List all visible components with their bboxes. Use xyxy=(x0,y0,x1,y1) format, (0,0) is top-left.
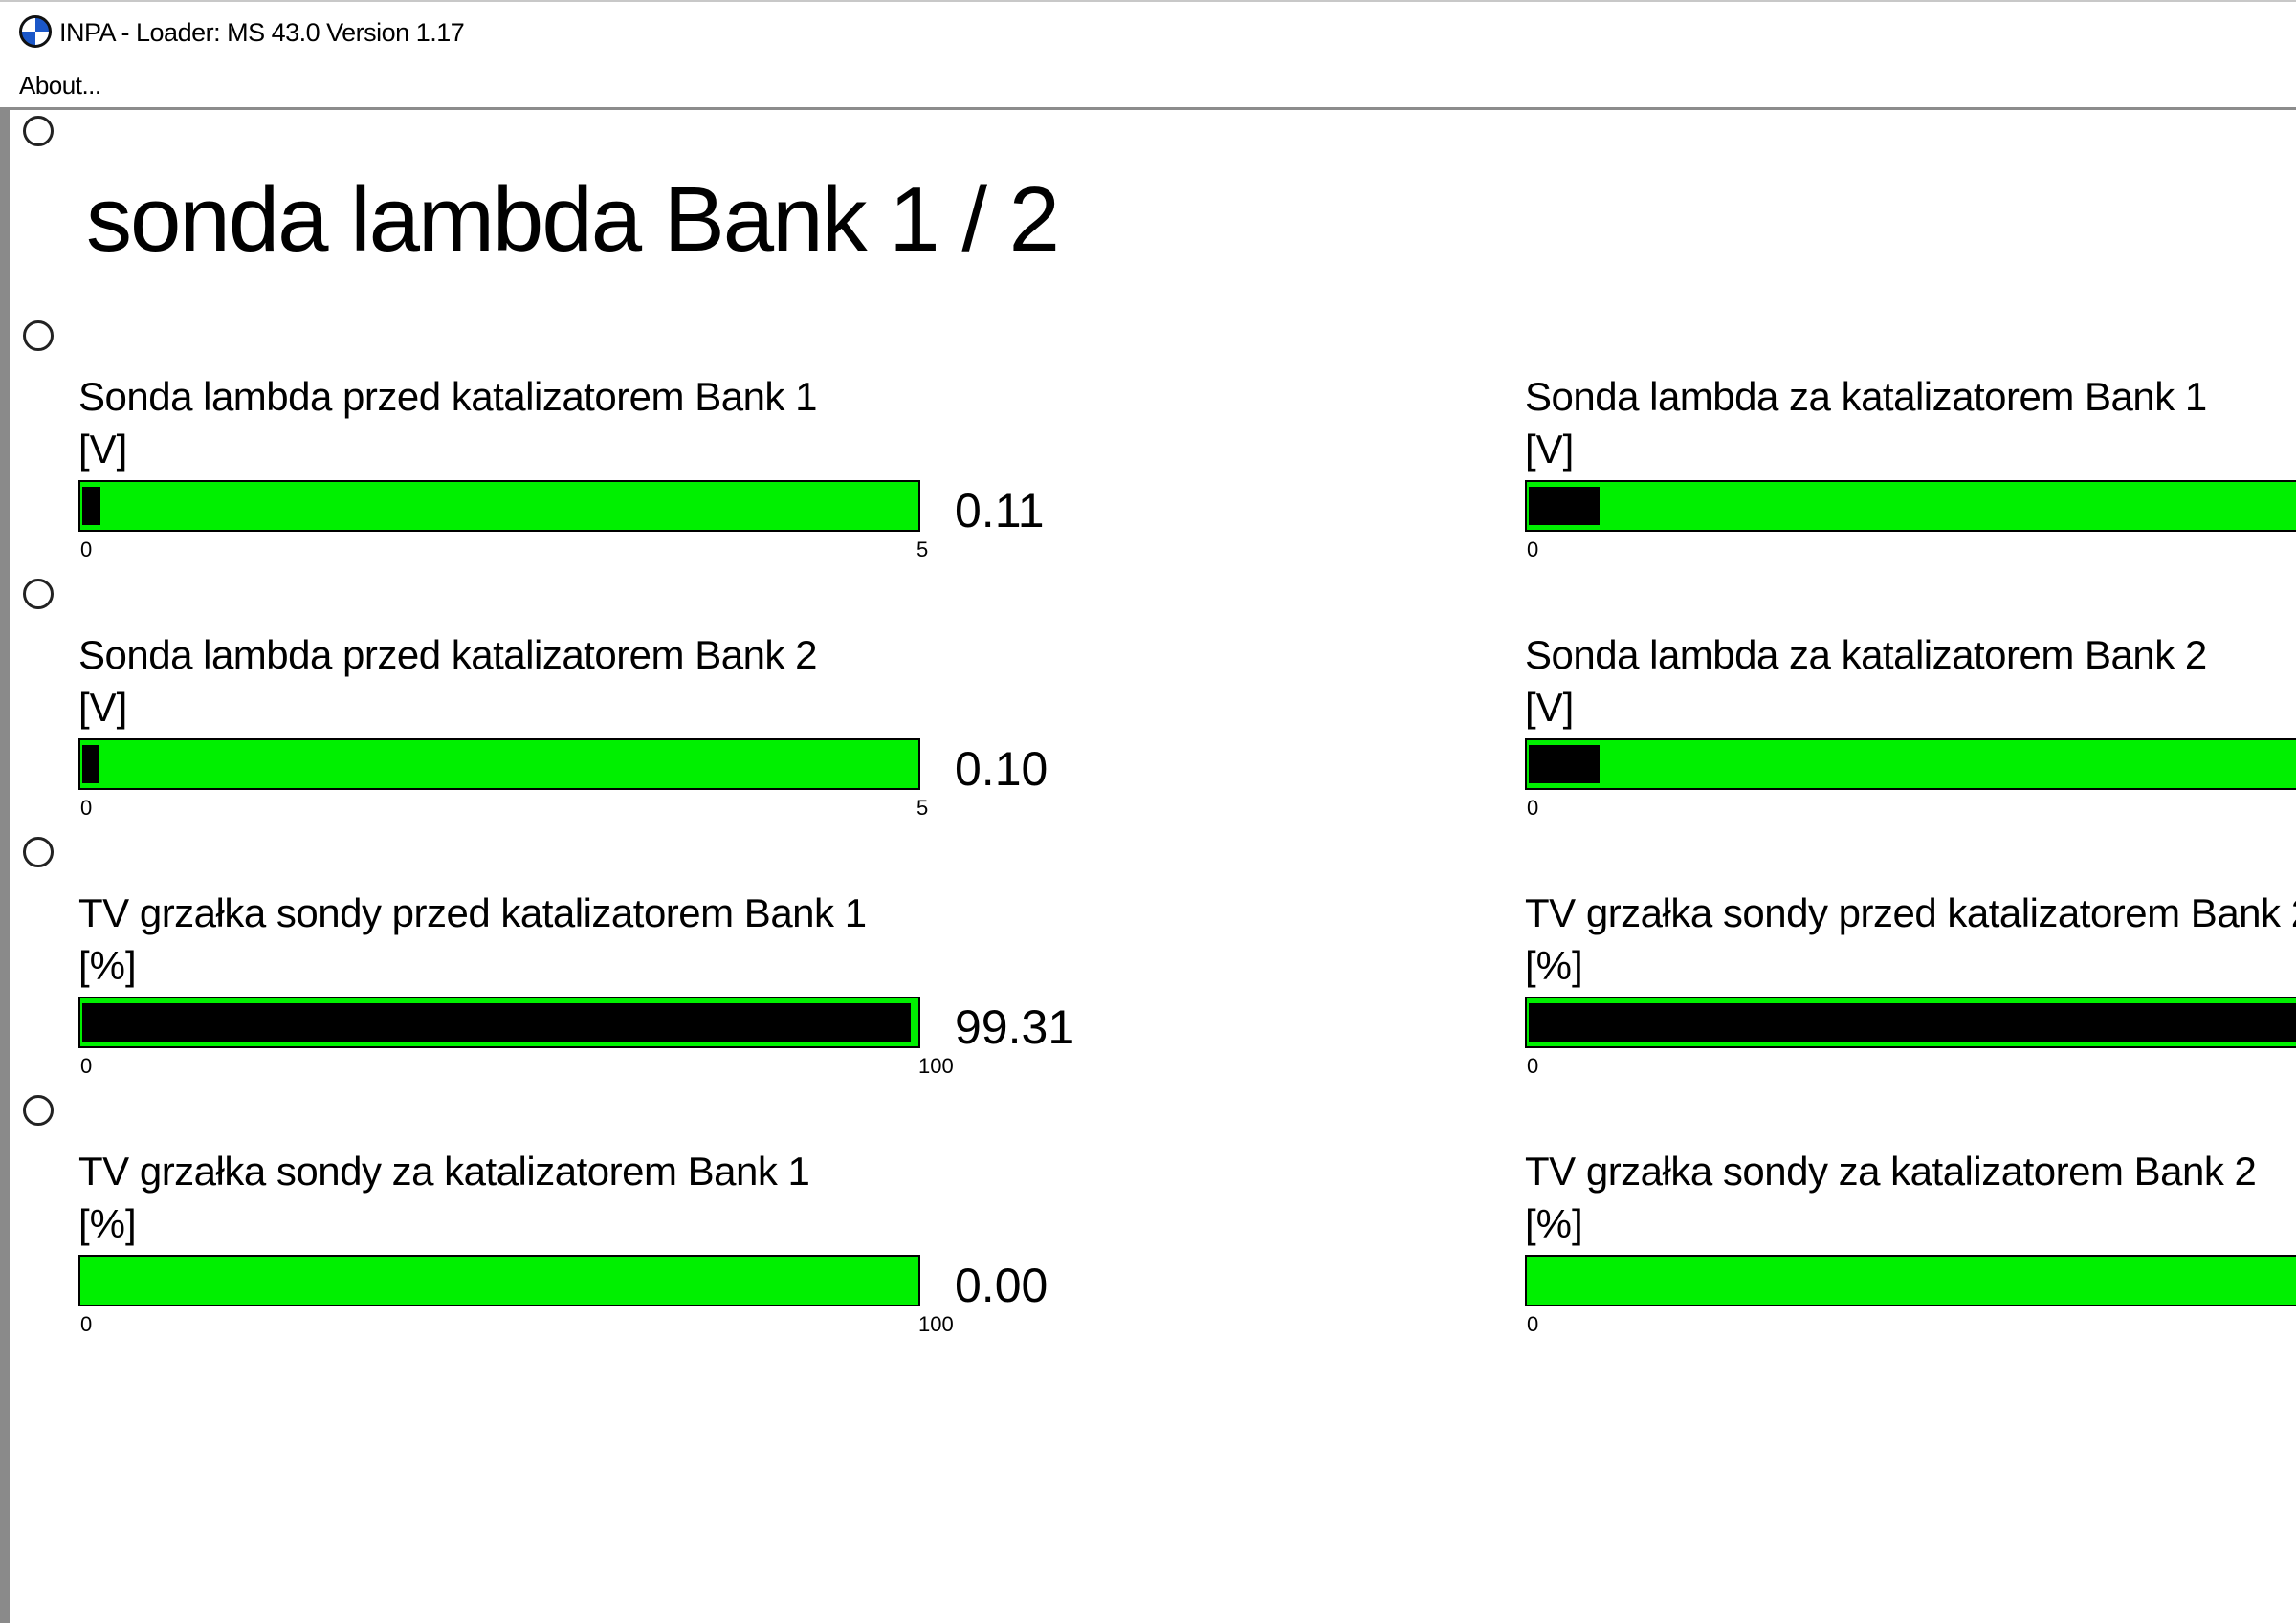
gauge-bar xyxy=(1525,480,2296,532)
gauge-unit: [%] xyxy=(78,1201,137,1246)
radio-button[interactable] xyxy=(23,1095,54,1126)
gauge-value: 0.11 xyxy=(955,484,1045,537)
gauge-bar xyxy=(78,997,920,1048)
main-content: sonda lambda Bank 1 / 2 Sonda lambda prz… xyxy=(0,110,2296,1623)
gauge-max: 5 xyxy=(916,796,929,820)
gauge-label: Sonda lambda za katalizatorem Bank 1 xyxy=(1525,374,2207,419)
gauge-min: 0 xyxy=(1527,537,1539,561)
gauge-level xyxy=(82,1003,911,1042)
gauge-max: 100 xyxy=(918,1054,954,1078)
radio-button[interactable] xyxy=(23,320,54,351)
menu-about[interactable]: About... xyxy=(19,71,101,99)
gauge-heater-after-bank2: TV grzałka sondy za katalizatorem Bank 2… xyxy=(1525,1148,2296,1377)
gauge-value: 0.00 xyxy=(955,1259,1049,1312)
gauge-min: 0 xyxy=(1527,1312,1539,1336)
gauge-min: 0 xyxy=(80,796,93,820)
page-title: sonda lambda Bank 1 / 2 xyxy=(86,168,1060,271)
window-titlebar[interactable]: INPA - Loader: MS 43.0 Version 1.17 xyxy=(0,0,2296,65)
gauge-label: Sonda lambda przed katalizatorem Bank 1 xyxy=(78,374,817,419)
gauge-bar xyxy=(78,738,920,790)
gauge-min: 0 xyxy=(1527,796,1539,820)
gauge-max: 100 xyxy=(918,1312,954,1336)
gauge-unit: [%] xyxy=(78,943,137,988)
gauge-label: Sonda lambda przed katalizatorem Bank 2 xyxy=(78,632,817,677)
gauge-max: 5 xyxy=(916,537,929,561)
gauge-value: 0.10 xyxy=(955,742,1049,796)
gauge-unit: [%] xyxy=(1525,1201,1583,1246)
gauge-bar xyxy=(1525,1255,2296,1306)
menu-bar: About... xyxy=(0,63,2296,110)
gauge-level xyxy=(1529,487,1601,525)
gauge-unit: [V] xyxy=(1525,427,1575,472)
gauge-label: TV grzałka sondy przed katalizatorem Ban… xyxy=(78,890,867,935)
gauge-heater-before-bank1: TV grzałka sondy przed katalizatorem Ban… xyxy=(78,889,1131,1119)
radio-button[interactable] xyxy=(23,116,54,146)
window-title: INPA - Loader: MS 43.0 Version 1.17 xyxy=(59,18,465,47)
gauge-unit: [%] xyxy=(1525,943,1583,988)
gauge-label: TV grzałka sondy za katalizatorem Bank 2 xyxy=(1525,1149,2257,1194)
gauge-label: TV grzałka sondy przed katalizatorem Ban… xyxy=(1525,890,2296,935)
gauge-min: 0 xyxy=(1527,1054,1539,1078)
gauge-heater-after-bank1: TV grzałka sondy za katalizatorem Bank 1… xyxy=(78,1148,1131,1377)
gauge-lambda-after-bank2: Sonda lambda za katalizatorem Bank 2 [V]… xyxy=(1525,631,2296,861)
gauge-value: 99.31 xyxy=(955,1000,1075,1054)
gauge-unit: [V] xyxy=(1525,685,1575,730)
gauge-bar xyxy=(1525,738,2296,790)
gauge-lambda-after-bank1: Sonda lambda za katalizatorem Bank 1 [V]… xyxy=(1525,373,2296,603)
gauge-level xyxy=(1529,745,1601,783)
gauge-min: 0 xyxy=(80,1054,93,1078)
gauge-bar xyxy=(78,480,920,532)
gauge-level xyxy=(82,745,99,783)
gauge-min: 0 xyxy=(80,1312,93,1336)
gauge-min: 0 xyxy=(80,537,93,561)
gauge-bar xyxy=(78,1255,920,1306)
gauge-lambda-before-bank2: Sonda lambda przed katalizatorem Bank 2 … xyxy=(78,631,1131,861)
gauge-level xyxy=(82,487,101,525)
radio-button[interactable] xyxy=(23,579,54,609)
gauge-lambda-before-bank1: Sonda lambda przed katalizatorem Bank 1 … xyxy=(78,373,1131,603)
gauge-level xyxy=(1529,1003,2296,1042)
gauge-label: TV grzałka sondy za katalizatorem Bank 1 xyxy=(78,1149,810,1194)
gauge-unit: [V] xyxy=(78,685,128,730)
bmw-logo-icon xyxy=(19,15,52,48)
gauge-label: Sonda lambda za katalizatorem Bank 2 xyxy=(1525,632,2207,677)
gauge-bar xyxy=(1525,997,2296,1048)
gauge-unit: [V] xyxy=(78,427,128,472)
radio-button[interactable] xyxy=(23,837,54,867)
gauge-heater-before-bank2: TV grzałka sondy przed katalizatorem Ban… xyxy=(1525,889,2296,1119)
